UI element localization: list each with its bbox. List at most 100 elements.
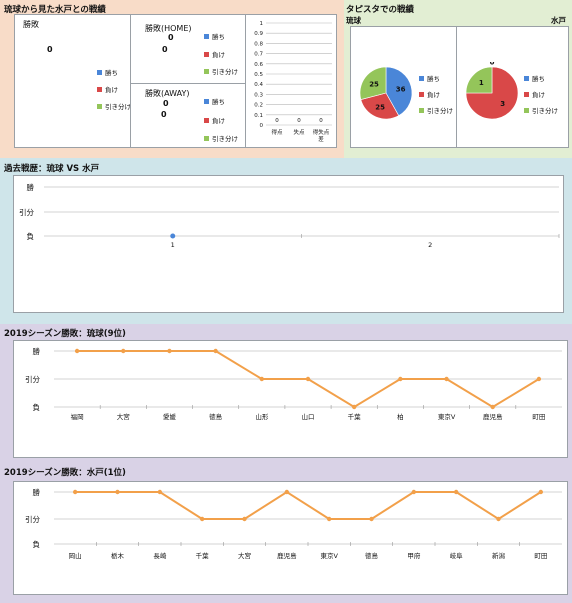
home-record-value-b: 0 xyxy=(162,45,168,54)
x-tick-label: 千葉 xyxy=(196,551,210,560)
y-category-label: 勝 xyxy=(27,182,35,192)
section-record-title: 琉球から見た水戸との戦績 xyxy=(4,5,106,15)
data-point xyxy=(259,376,265,382)
y-tick-label: 0.8 xyxy=(254,41,263,47)
x-tick-label: 東京V xyxy=(438,412,456,421)
legend-draw: 引き分け xyxy=(524,105,558,115)
x-tick-label: 鹿児島 xyxy=(277,551,297,560)
data-point xyxy=(213,348,218,354)
x-tick-label: 得失点 xyxy=(313,128,330,136)
y-tick-label: 0 xyxy=(260,123,264,129)
away-record-title: 勝敗(AWAY) xyxy=(145,89,190,98)
y-tick-label: 0.5 xyxy=(254,72,263,78)
data-point xyxy=(170,233,176,239)
pie-data-label: 36 xyxy=(396,86,406,94)
section-mito-season-title: 2019シーズン勝敗：水戸(1位) xyxy=(4,468,126,478)
data-point xyxy=(496,516,501,522)
section-history-title: 過去戦歴：琉球 VS 水戸 xyxy=(4,164,100,174)
legend-draw: 引き分け xyxy=(204,133,238,143)
data-point xyxy=(284,489,290,495)
y-category-label: 勝 xyxy=(33,487,41,497)
data-point xyxy=(411,489,417,495)
pie-slice xyxy=(465,66,493,94)
legend-loss: 負け xyxy=(204,115,225,125)
legend-loss: 負け xyxy=(97,84,118,94)
history-chart-card: 勝引分負 1 2 xyxy=(13,175,564,313)
data-point xyxy=(369,516,374,522)
data-point xyxy=(199,516,205,522)
pie-slice xyxy=(465,66,519,120)
y-category-label: 引分 xyxy=(25,515,40,524)
x-tick-label: 甲府 xyxy=(407,551,421,560)
home-record-value-a: 0 xyxy=(168,33,174,42)
data-point xyxy=(72,489,78,495)
ryukyu-pie-chart: 36 25 25 xyxy=(359,66,413,120)
legend-win: 勝ち xyxy=(524,73,545,83)
y-tick-label: 0.6 xyxy=(254,62,263,68)
x-tick-label: 東京V xyxy=(320,551,338,560)
x-tick-label: 2 xyxy=(428,241,432,249)
ryukyu-season-chart-card: 勝引分負福岡 大宮 愛媛 徳島 山形 山口 千葉 柏 東京V 鹿児島 町田 xyxy=(13,340,568,458)
x-tick-label: 愛媛 xyxy=(163,412,177,421)
data-point xyxy=(490,404,495,410)
x-tick-label: 大宮 xyxy=(117,412,130,421)
x-tick-label: 長崎 xyxy=(153,551,167,560)
away-record-card: 勝敗(AWAY) 0 0 勝ち 負け 引き分け xyxy=(130,83,246,148)
home-record-title: 勝敗(HOME) xyxy=(145,24,192,33)
total-record-title: 勝敗 xyxy=(23,20,39,29)
section-ryukyu-season-title: 2019シーズン勝敗：琉球(9位) xyxy=(4,329,126,339)
y-category-label: 負 xyxy=(33,539,41,549)
y-category-label: 負 xyxy=(27,231,35,241)
legend-loss: 負け xyxy=(204,49,225,59)
pie-data-label: 1 xyxy=(479,79,484,87)
mito-season-chart-card: 勝引分負岡山 栃木 長崎 千葉 大宮 鹿児島 東京V 徳島 甲府 岐阜 新潟 町田 xyxy=(13,481,568,595)
x-tick-label: 差 xyxy=(318,135,324,143)
x-tick-label: 山口 xyxy=(302,412,315,421)
legend-draw: 引き分け xyxy=(97,101,131,111)
total-record-value: 0 xyxy=(47,45,53,54)
y-tick-label: 0.3 xyxy=(254,92,263,98)
y-tick-label: 0.9 xyxy=(254,31,263,37)
x-tick-label: 徳島 xyxy=(365,551,379,560)
pie-slice xyxy=(385,66,413,117)
x-tick-label: 新潟 xyxy=(492,551,506,560)
away-record-value-b: 0 xyxy=(161,110,167,119)
legend-win: 勝ち xyxy=(204,31,225,41)
data-point xyxy=(305,376,311,382)
y-category-label: 負 xyxy=(33,402,41,412)
data-point xyxy=(157,489,163,495)
goals-bar-chart-card: 0 0.1 0.2 0.3 0.4 0.5 0.6 0.7 0.8 0.9 1 0 得点 0 失点 0 得失点差 xyxy=(245,14,337,148)
y-category-label: 勝 xyxy=(33,346,41,356)
pie-data-label: 3 xyxy=(500,100,505,108)
x-tick-label: 大宮 xyxy=(238,551,251,560)
data-point xyxy=(74,348,80,354)
x-tick-label: 町田 xyxy=(532,413,545,421)
data-point xyxy=(538,489,544,495)
pie-slice xyxy=(359,66,387,100)
x-tick-label: 得点 xyxy=(271,128,283,136)
x-tick-label: 山形 xyxy=(255,412,269,421)
data-point xyxy=(536,376,542,382)
legend-loss: 負け xyxy=(419,89,440,99)
mito-pie-chart: 0 3 1 xyxy=(465,62,519,120)
stadium-pie-card: 36 25 25 0 3 1 勝ち 負け 引き分け 勝ち 負け 引き分け xyxy=(350,26,569,148)
y-tick-label: 1 xyxy=(260,21,264,27)
y-tick-label: 0.4 xyxy=(254,82,263,88)
pie-data-label: 25 xyxy=(375,103,385,111)
x-tick-label: 千葉 xyxy=(348,412,362,421)
away-record-value-a: 0 xyxy=(163,99,169,108)
x-tick-label: 1 xyxy=(171,241,175,249)
data-point xyxy=(167,348,172,354)
x-tick-label: 福岡 xyxy=(71,412,84,421)
legend-loss: 負け xyxy=(524,89,545,99)
y-tick-label: 0.1 xyxy=(254,113,263,119)
legend-win: 勝ち xyxy=(204,96,225,106)
total-record-card: 勝敗 0 勝ち 負け 引き分け xyxy=(14,14,131,148)
pie-slice xyxy=(360,92,400,120)
data-label: 0 xyxy=(297,118,301,124)
pie-left-team-label: 琉球 xyxy=(346,16,361,25)
pie-right-team-label: 水戸 xyxy=(551,16,566,25)
section-stadium-title: タピスタでの戦績 xyxy=(346,5,415,15)
